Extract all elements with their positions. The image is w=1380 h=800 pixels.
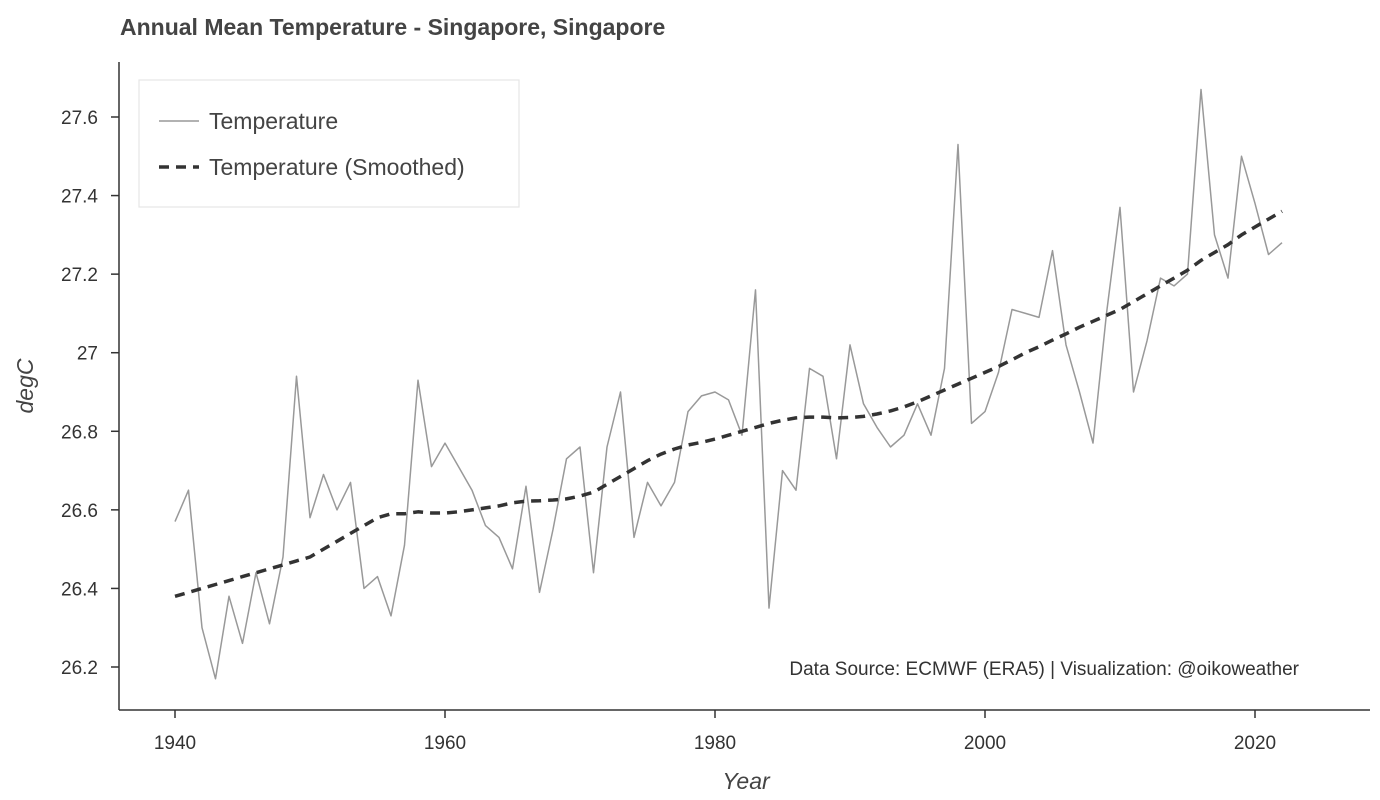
x-ticks: 1940 1960 1980 2000 2020	[154, 710, 1276, 754]
y-tick-label: 26.6	[61, 501, 98, 522]
x-tick-label: 1940	[154, 733, 196, 754]
x-axis-label: Year	[722, 768, 771, 794]
temperature-line	[174, 88, 1283, 680]
series-group	[174, 88, 1283, 680]
y-tick-label: 27.6	[61, 108, 98, 129]
x-tick-label: 1960	[424, 733, 466, 754]
y-tick-label: 27.2	[61, 265, 98, 286]
legend-label-smoothed: Temperature (Smoothed)	[209, 154, 465, 180]
chart-title: Annual Mean Temperature - Singapore, Sin…	[120, 14, 666, 40]
x-tick-label: 2020	[1234, 733, 1276, 754]
x-tick-label: 1980	[694, 733, 736, 754]
legend: Temperature Temperature (Smoothed)	[138, 79, 520, 208]
axes	[118, 62, 1370, 711]
y-ticks: 26.2 26.4 26.6 26.8 27 27.2 27.4 27.6	[61, 108, 119, 679]
y-tick-label: 26.4	[61, 579, 98, 600]
legend-label-temperature: Temperature	[209, 108, 338, 134]
y-tick-label: 26.2	[61, 658, 98, 679]
legend-box	[138, 79, 520, 208]
temperature-smoothed-line	[174, 209, 1283, 598]
y-tick-label: 26.8	[61, 422, 98, 443]
y-tick-label: 27	[77, 344, 98, 365]
y-axis-label: degC	[12, 358, 38, 413]
y-tick-label: 27.4	[61, 187, 98, 208]
data-source-annotation: Data Source: ECMWF (ERA5) | Visualizatio…	[789, 659, 1299, 680]
x-tick-label: 2000	[964, 733, 1006, 754]
